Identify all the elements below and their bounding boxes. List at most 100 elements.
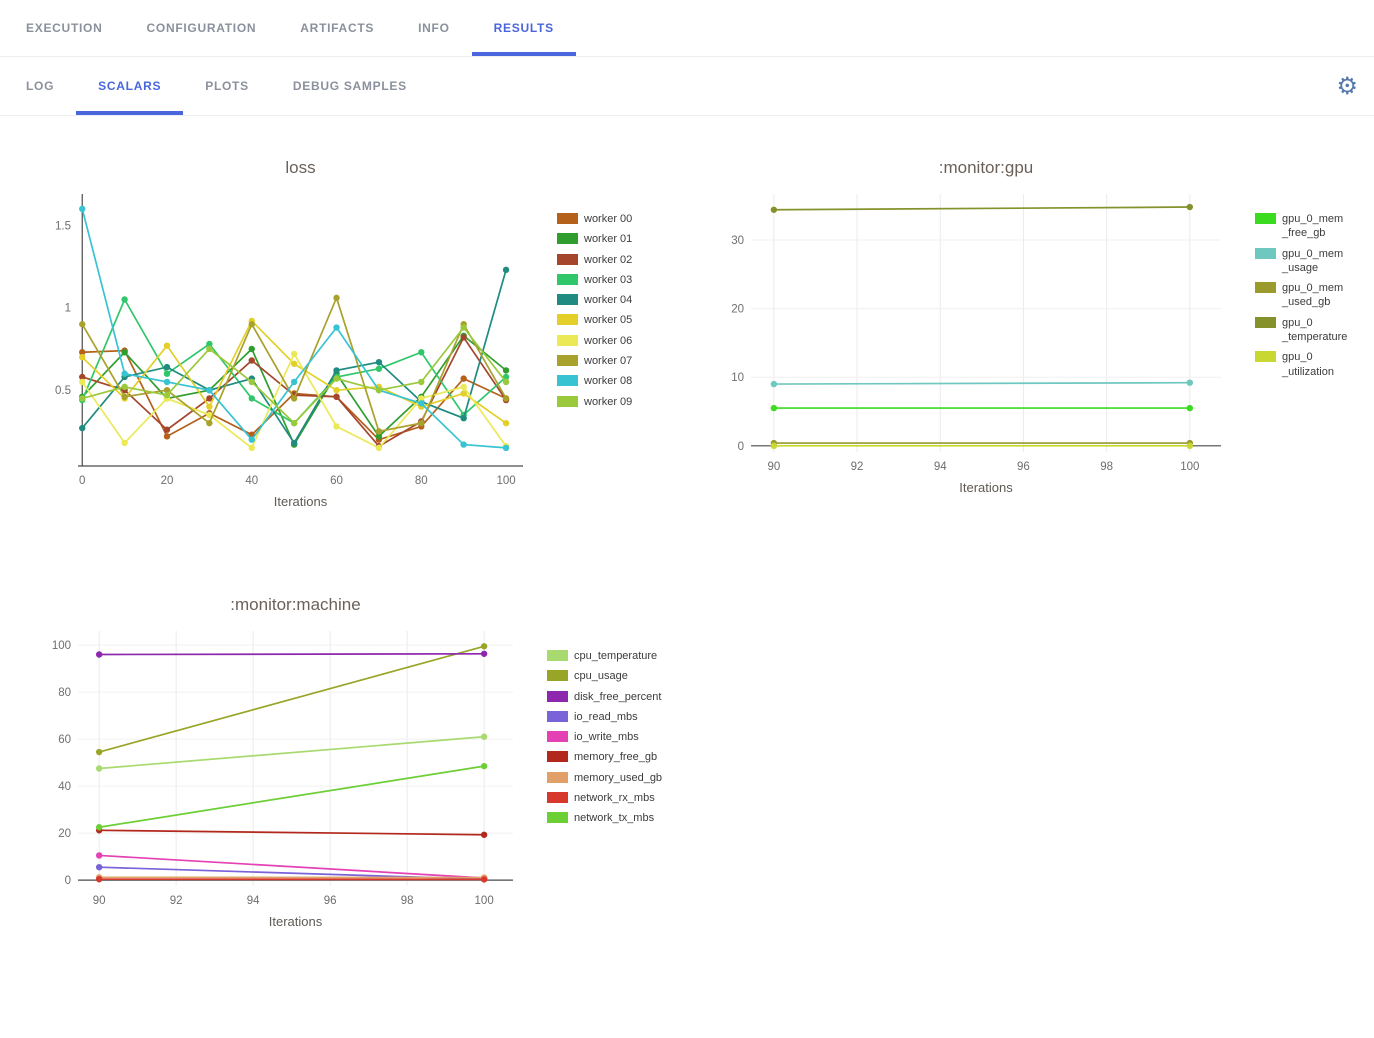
legend-item[interactable]: io​_read​_mbs (547, 710, 666, 724)
legend-item[interactable]: gpu​_0​_temperature (1255, 316, 1360, 345)
tab-info[interactable]: INFO (418, 21, 450, 35)
legend-label: memory​_used​_gb (574, 771, 663, 784)
legend-label: worker 03 (584, 273, 633, 286)
tab-results[interactable]: RESULTS (471, 0, 576, 56)
svg-text:20: 20 (58, 828, 71, 840)
legend-swatch (557, 273, 578, 285)
scalars-panel: loss 0 20 40 60 80 100 0.5 1 1.5 Iterations work… (0, 116, 1374, 929)
loss-x-axis-label: Iterations (273, 494, 328, 509)
legend-item[interactable]: gpu​_0​_utilization (1255, 350, 1360, 379)
legend-label: worker 07 (584, 355, 633, 368)
legend-label: disk​_free​_percent (574, 690, 662, 703)
svg-text:80: 80 (58, 687, 71, 699)
svg-text:40: 40 (245, 475, 258, 487)
svg-text:98: 98 (1100, 461, 1113, 473)
legend-label: gpu​_0​_mem​_usage (1282, 247, 1344, 274)
tab-scalars[interactable]: SCALARS (76, 57, 184, 115)
machine-plot-area[interactable]: 90 92 94 96 98 100 0 20 40 60 80 100 (32, 619, 529, 912)
svg-text:92: 92 (851, 461, 864, 473)
legend-item[interactable]: worker 03 (557, 273, 669, 287)
svg-text:94: 94 (247, 895, 260, 907)
legend-label: network​_tx​_mbs (574, 812, 655, 825)
legend-swatch (1255, 213, 1276, 224)
legend-item[interactable]: cpu​_temperature (547, 649, 666, 663)
legend-item[interactable]: worker 07 (557, 354, 669, 368)
legend-label: io​_read​_mbs (574, 710, 638, 723)
svg-text:1: 1 (65, 303, 71, 315)
legend-label: gpu​_0​_mem​_free​_gb (1282, 213, 1344, 240)
legend-item[interactable]: gpu​_0​_mem​_used​_gb (1255, 281, 1360, 310)
loss-chart-title: loss (285, 158, 316, 177)
legend-swatch (547, 710, 568, 722)
legend-item[interactable]: worker 01 (557, 232, 669, 246)
legend-label: cpu​_temperature (574, 650, 658, 662)
legend-item[interactable]: network​_tx​_mbs (547, 811, 666, 825)
legend-label: worker 00 (584, 213, 633, 225)
legend-label: worker 01 (584, 233, 633, 246)
legend-swatch (557, 334, 578, 346)
legend-swatch (557, 314, 578, 326)
legend-item[interactable]: worker 05 (557, 313, 669, 327)
legend-label: gpu​_0​_temperature (1282, 316, 1348, 344)
machine-x-axis-label: Iterations (268, 914, 323, 929)
svg-text:94: 94 (934, 461, 947, 473)
legend-label: worker 06 (584, 334, 633, 347)
chart-loss: loss 0 20 40 60 80 100 0.5 1 1.5 Iterations work… (18, 152, 671, 509)
loss-plot-column: loss 0 20 40 60 80 100 0.5 1 1.5 Iterations (32, 152, 539, 509)
gpu-chart-title: :monitor:gpu (938, 158, 1034, 177)
tab-plots[interactable]: PLOTS (205, 79, 249, 93)
gpu-plot-area[interactable]: 90 92 94 96 98 100 0 10 20 30 (705, 182, 1237, 478)
legend-item[interactable]: disk​_free​_percent (547, 690, 666, 704)
legend-swatch (1255, 316, 1276, 328)
svg-text:0: 0 (79, 475, 85, 487)
legend-item[interactable]: network​_rx​_mbs (547, 791, 666, 805)
legend-swatch (547, 771, 568, 783)
gpu-plot-column: :monitor:gpu 90 92 94 96 98 100 0 10 20 30 Iterat… (705, 152, 1237, 495)
svg-text:92: 92 (170, 895, 183, 907)
legend-label: cpu​_usage (574, 670, 628, 683)
legend-item[interactable]: cpu​_usage (547, 669, 666, 683)
legend-swatch (557, 355, 578, 367)
svg-text:100: 100 (52, 640, 71, 652)
legend-item[interactable]: gpu​_0​_mem​_free​_gb (1255, 212, 1360, 241)
machine-chart-title: :monitor:machine (230, 595, 361, 614)
legend-item[interactable]: worker 08 (557, 374, 669, 388)
legend-swatch (547, 650, 568, 661)
legend-swatch (557, 253, 578, 265)
legend-label: worker 05 (584, 314, 633, 327)
legend-item[interactable]: worker 06 (557, 334, 669, 348)
svg-text:96: 96 (1017, 461, 1030, 473)
legend-item[interactable]: worker 00 (557, 212, 669, 226)
svg-text:20: 20 (731, 304, 744, 316)
legend-item[interactable]: worker 02 (557, 253, 669, 267)
legend-label: network​_rx​_mbs (574, 792, 655, 805)
legend-swatch (547, 812, 568, 824)
legend-swatch (1255, 282, 1276, 294)
legend-swatch (557, 213, 578, 224)
chart-monitor-gpu: :monitor:gpu 90 92 94 96 98 100 0 10 20 30 Iterat… (691, 152, 1360, 509)
tab-execution[interactable]: EXECUTION (26, 21, 103, 35)
settings-gear-icon[interactable]: ⚙ (1336, 72, 1358, 100)
results-sub-tab-bar: LOG SCALARS PLOTS DEBUG SAMPLES ⚙ (0, 57, 1374, 116)
tab-artifacts[interactable]: ARTIFACTS (300, 21, 375, 35)
svg-text:60: 60 (58, 734, 71, 746)
loss-plot-area[interactable]: 0 20 40 60 80 100 0.5 1 1.5 (32, 182, 539, 492)
machine-legend: cpu​_temperature cpu​_usage disk​_free​_pe… (547, 649, 666, 832)
legend-item[interactable]: memory​_free​_gb (547, 750, 666, 764)
legend-item[interactable]: memory​_used​_gb (547, 771, 666, 785)
legend-item[interactable]: worker 04 (557, 293, 669, 307)
chart-canvas-loss: 0 20 40 60 80 100 0.5 1 1.5 (55, 194, 523, 487)
gpu-x-axis-label: Iterations (959, 480, 1013, 495)
tab-debug-samples[interactable]: DEBUG SAMPLES (292, 79, 407, 93)
legend-label: worker 02 (584, 253, 633, 266)
machine-plot-column: :monitor:machine 90 92 94 96 98 100 0 20 40 60 80 1… (32, 589, 529, 929)
svg-text:0: 0 (738, 441, 744, 453)
legend-item[interactable]: worker 09 (557, 395, 669, 409)
legend-swatch (547, 670, 568, 682)
legend-item[interactable]: io​_write​_mbs (547, 730, 666, 744)
tab-configuration[interactable]: CONFIGURATION (146, 21, 257, 35)
svg-text:90: 90 (767, 461, 780, 473)
legend-item[interactable]: gpu​_0​_mem​_usage (1255, 247, 1360, 276)
tab-log[interactable]: LOG (26, 79, 55, 93)
